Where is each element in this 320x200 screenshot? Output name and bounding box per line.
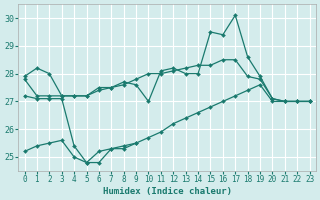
X-axis label: Humidex (Indice chaleur): Humidex (Indice chaleur) xyxy=(103,187,232,196)
